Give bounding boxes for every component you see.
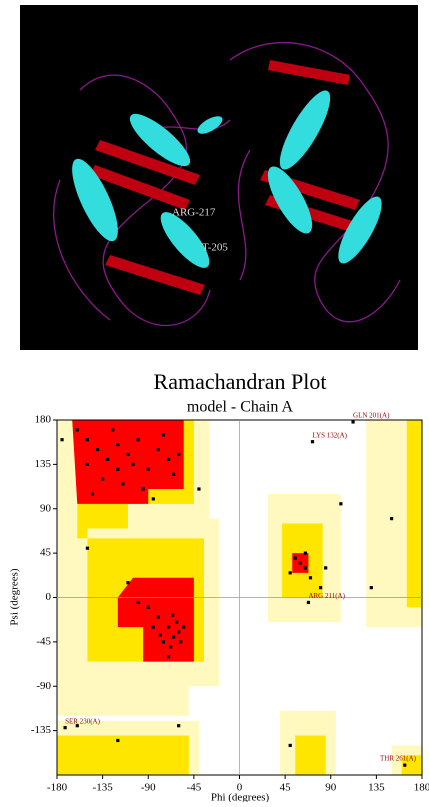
y-axis-label: Psi (degrees) xyxy=(9,568,21,625)
x-tick-label: 0 xyxy=(237,782,243,794)
x-tick-label: -180 xyxy=(47,782,68,794)
chart-subtitle: model - Chain A xyxy=(187,399,294,416)
point xyxy=(137,438,140,441)
point xyxy=(159,633,162,636)
x-tick-label: -135 xyxy=(93,782,114,794)
y-tick-label: -135 xyxy=(31,724,52,736)
y-tick-label: 135 xyxy=(35,458,52,470)
point xyxy=(319,586,322,589)
point xyxy=(179,640,182,643)
x-tick-label: 135 xyxy=(368,782,385,794)
y-tick-label: 0 xyxy=(46,591,52,603)
protein-structure: ARG-217 T-205 xyxy=(20,5,418,350)
point xyxy=(60,438,63,441)
point xyxy=(76,428,79,431)
page: {"image": {"labels": ["ARG-217", "T-205"… xyxy=(0,0,429,802)
point xyxy=(182,625,185,628)
x-tick-label: -45 xyxy=(187,782,202,794)
point xyxy=(324,566,327,569)
point xyxy=(177,724,180,727)
chart-title: Ramachandran Plot xyxy=(154,369,327,394)
point xyxy=(157,616,160,619)
point xyxy=(101,478,104,481)
point xyxy=(167,655,170,658)
point xyxy=(152,625,155,628)
point xyxy=(167,625,170,628)
point xyxy=(137,601,140,604)
point xyxy=(162,640,165,643)
x-tick-label: -90 xyxy=(141,782,156,794)
point xyxy=(171,614,174,617)
y-tick-label: -90 xyxy=(36,680,51,692)
y-tick-label: 180 xyxy=(35,414,52,426)
point xyxy=(86,438,89,441)
outlier-label: ARG 211(A) xyxy=(308,592,345,600)
outlier-label: LYS 132(A) xyxy=(313,431,348,439)
point xyxy=(147,468,150,471)
point xyxy=(177,630,180,633)
point xyxy=(169,645,172,648)
point xyxy=(294,556,297,559)
x-tick-label: 45 xyxy=(280,782,292,794)
y-tick-label: 90 xyxy=(40,502,52,514)
point xyxy=(289,571,292,574)
point xyxy=(116,443,119,446)
point xyxy=(106,458,109,461)
point xyxy=(116,739,119,742)
point xyxy=(177,453,180,456)
residue-label: ARG-217 xyxy=(172,207,216,219)
point xyxy=(157,448,160,451)
point xyxy=(299,561,302,564)
point xyxy=(111,428,114,431)
point xyxy=(390,517,393,520)
outlier-label: THR 261(A) xyxy=(380,755,417,763)
point xyxy=(167,458,170,461)
outlier-point xyxy=(64,726,67,729)
outlier-label: GLN 201(A) xyxy=(353,412,390,420)
point xyxy=(289,744,292,747)
point xyxy=(304,552,307,555)
point xyxy=(126,453,129,456)
point xyxy=(91,492,94,495)
point xyxy=(175,621,178,624)
residue-label: T-205 xyxy=(202,242,228,254)
point xyxy=(339,502,342,505)
outlier-point xyxy=(311,440,314,443)
figure: ARG-217 T-205 Ramachandran Plot model - … xyxy=(0,0,429,802)
outlier-point xyxy=(307,601,310,604)
point xyxy=(86,547,89,550)
x-tick-label: 90 xyxy=(325,782,337,794)
point xyxy=(162,433,165,436)
point xyxy=(142,487,145,490)
point xyxy=(172,473,175,476)
outlier-point xyxy=(351,420,354,423)
point xyxy=(86,463,89,466)
outlier-label: SER 230(A) xyxy=(65,717,100,725)
point xyxy=(152,497,155,500)
point xyxy=(131,463,134,466)
y-tick-label: 45 xyxy=(40,547,52,559)
point xyxy=(309,576,312,579)
point xyxy=(116,468,119,471)
point xyxy=(197,487,200,490)
point xyxy=(370,586,373,589)
point xyxy=(304,566,307,569)
x-tick-label: 180 xyxy=(414,782,429,794)
point xyxy=(96,448,99,451)
point xyxy=(172,635,175,638)
point xyxy=(126,581,129,584)
outlier-point xyxy=(403,764,406,767)
point xyxy=(147,606,150,609)
y-tick-label: -45 xyxy=(36,635,51,647)
point xyxy=(121,482,124,485)
